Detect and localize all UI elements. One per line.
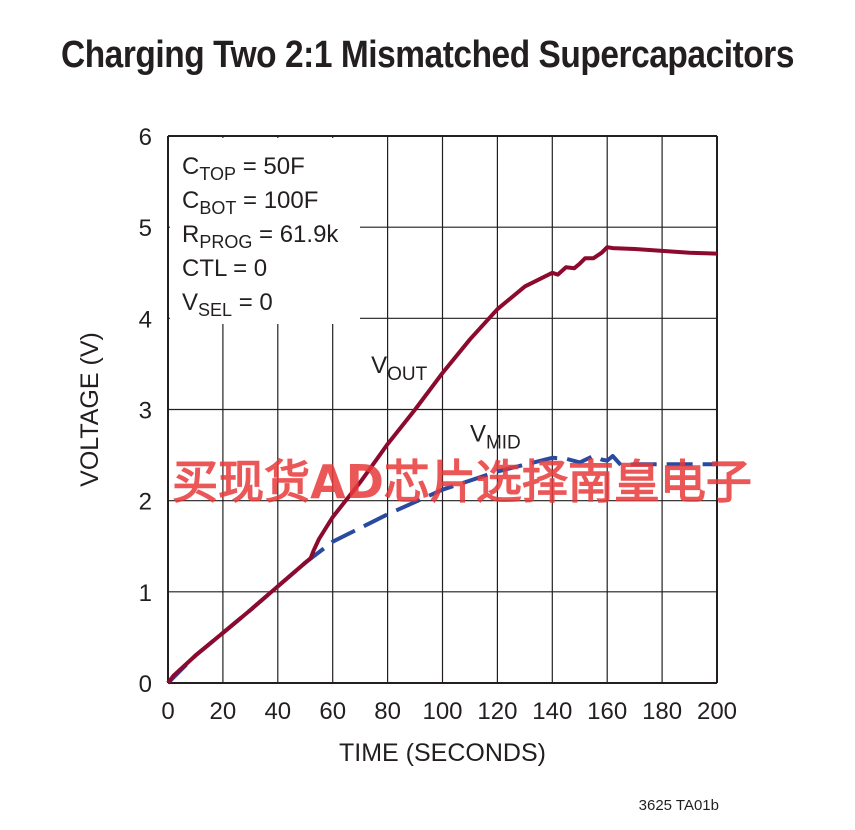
legend-sub: TOP [199,164,236,184]
x-tick-label: 60 [319,698,346,725]
legend-line: CTOP = 50F [182,153,305,184]
series-line-vout [166,245,718,685]
x-tick-label: 160 [587,698,627,725]
legend-box [170,138,360,324]
legend-main: C [182,187,199,214]
legend-line: CBOT = 100F [182,187,318,218]
x-tick-label: 120 [477,698,517,725]
x-tick-label: 140 [532,698,572,725]
legend-main: V [182,289,198,316]
x-tick-label: 80 [374,698,401,725]
y-axis-label: VOLTAGE (V) [76,332,104,487]
legend-sub: BOT [199,198,236,218]
legend-line: CTL = 0 [182,255,267,282]
x-tick-label: 180 [642,698,682,725]
y-tick-label: 6 [139,124,152,151]
x-tick-label: 40 [264,698,291,725]
series-group [166,245,718,685]
y-tick-label: 2 [139,489,152,516]
x-tick-label: 20 [210,698,237,725]
legend-main: R [182,221,199,248]
y-tick-label: 0 [139,671,152,698]
x-tick-label: 100 [422,698,462,725]
legend-line: VSEL = 0 [182,289,273,320]
legend-sub: SEL [198,300,232,320]
y-tick-label: 5 [139,215,152,242]
chart-title: Charging Two 2:1 Mismatched Supercapacit… [60,34,795,76]
legend-main: C [182,153,199,180]
legend-line: RPROG = 61.9k [182,221,339,252]
x-tick-label: 200 [697,698,737,725]
y-tick-label: 3 [139,398,152,425]
legend-rest: = 100F [236,187,318,214]
legend-rest: = 61.9k [252,221,339,248]
figure-code: 3625 TA01b [638,797,719,814]
x-tick-label: 0 [161,698,174,725]
legend-rest: = 50F [236,153,305,180]
legend-rest: = 0 [232,289,273,316]
y-tick-label: 1 [139,580,152,607]
legend-sub: PROG [199,232,252,252]
series-label-vmid: VMID [470,420,521,453]
series-label-vout: VOUT [371,352,428,385]
watermark-text: 买现货AD芯片选择南皇电子 [172,455,752,509]
tick-labels: 0 20 40 60 80 100 120 140 160 180 200 0 1 2 3 4 5 6 [139,124,737,725]
y-tick-label: 4 [139,306,152,333]
legend-main: CTL = 0 [182,255,267,282]
series-labels: VOUT VMID [371,352,521,453]
x-axis-label: TIME (SECONDS) [339,739,546,767]
